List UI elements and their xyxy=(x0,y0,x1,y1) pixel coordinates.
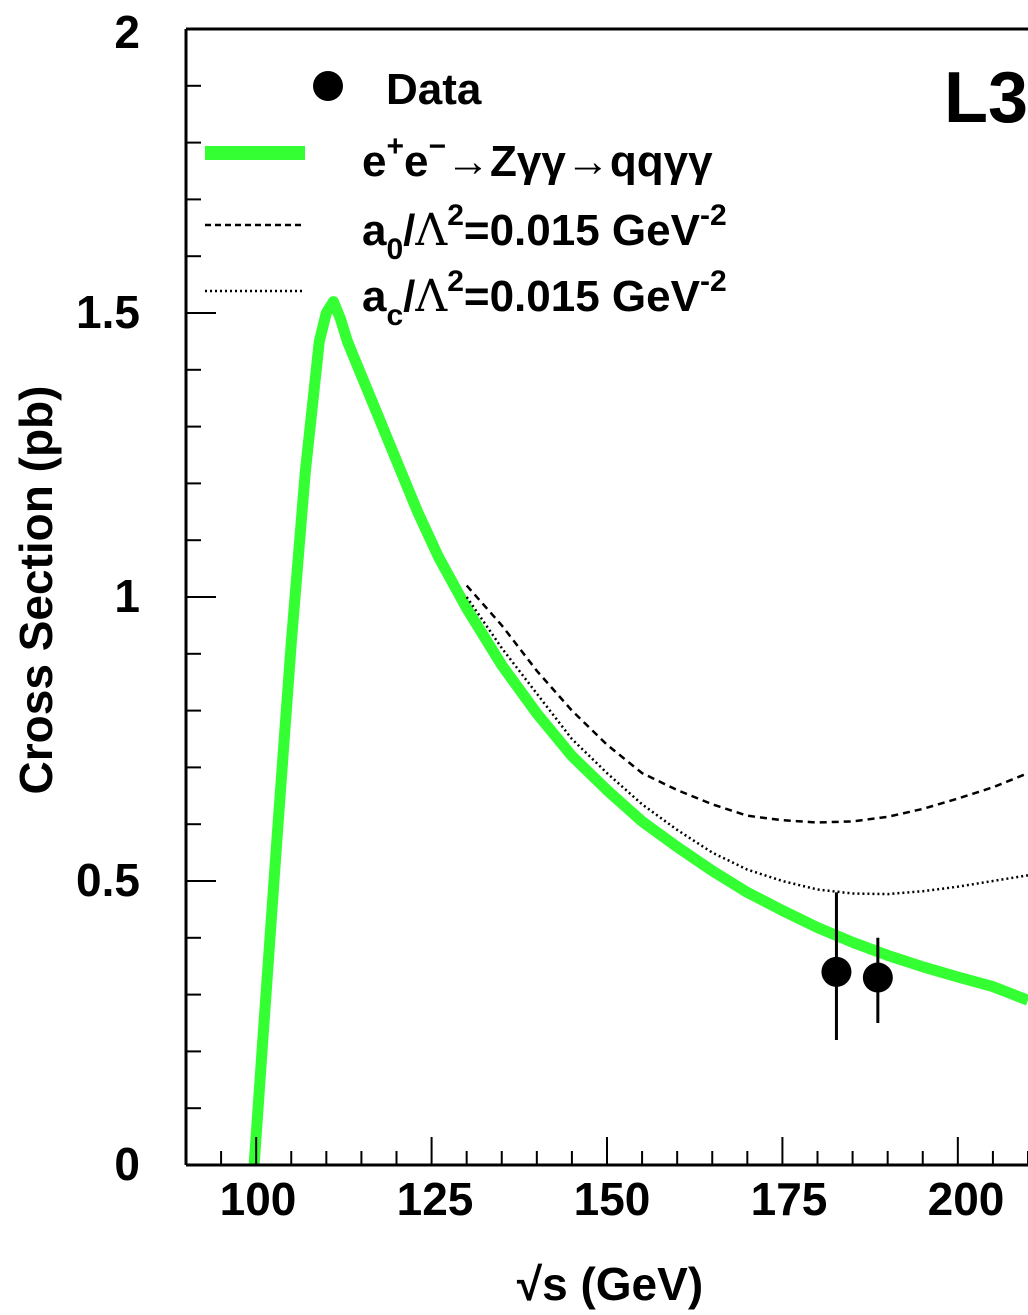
y-tick-label: 2 xyxy=(114,6,140,58)
x-tick-label: 150 xyxy=(574,1173,651,1225)
x-tick-label: 175 xyxy=(751,1173,828,1225)
x-axis-title: √s (GeV) xyxy=(517,1258,703,1310)
x-tick-label: 125 xyxy=(397,1173,474,1225)
data-point xyxy=(821,956,852,987)
sm-prediction-band xyxy=(248,296,1028,1166)
data-point xyxy=(862,962,893,993)
legend-data-marker xyxy=(313,71,343,101)
y-tick-marks xyxy=(186,28,216,1166)
x-tick-label: 200 xyxy=(928,1173,1005,1225)
y-tick-label: 1.5 xyxy=(76,286,140,338)
legend-sm-label: e+e−→Zγγ→qqγγ xyxy=(362,130,713,186)
y-tick-label: 0 xyxy=(114,1138,140,1190)
a0-prediction-line xyxy=(465,584,1028,824)
experiment-label: L3 xyxy=(944,58,1028,138)
legend-ac-label: ac/Λ2=0.015 GeV-2 xyxy=(362,265,727,332)
y-tick-label: 0.5 xyxy=(76,854,140,906)
legend: Data e+e−→Zγγ→qqγγ a0/Λ2=0.015 GeV-2 ac/… xyxy=(205,65,727,332)
x-tick-marks xyxy=(220,1137,1028,1165)
legend-a0-label: a0/Λ2=0.015 GeV-2 xyxy=(362,199,727,266)
y-tick-label: 1 xyxy=(114,570,140,622)
legend-data-label: Data xyxy=(386,65,482,114)
y-axis-title: Cross Section (pb) xyxy=(10,386,62,795)
ac-prediction-line xyxy=(465,596,1028,896)
x-tick-label: 100 xyxy=(220,1173,297,1225)
